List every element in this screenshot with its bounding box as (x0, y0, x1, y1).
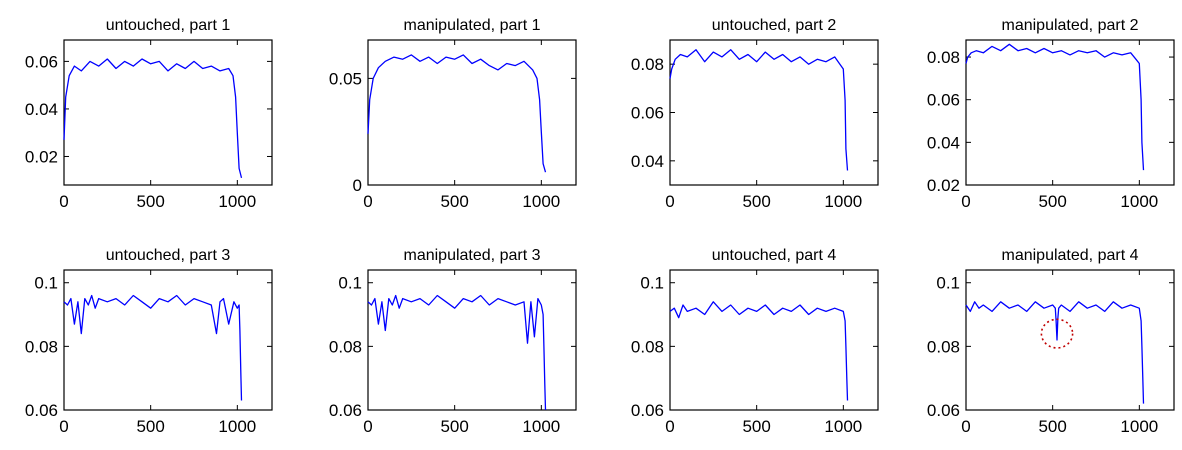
series-line (367, 54, 547, 173)
y-tick-label: 0.04 (927, 133, 960, 152)
x-tick-label: 0 (59, 417, 68, 436)
x-tick-label: 500 (440, 417, 468, 436)
axes-frame (367, 39, 577, 186)
y-tick-label: 0.08 (927, 48, 960, 67)
subplot-1: untouched, part 1 0 500 1000 0.02 0.04 0.06 (25, 17, 273, 211)
y-tick-label: 0.08 (329, 337, 362, 356)
x-tick-label: 1000 (824, 417, 862, 436)
y-tick-label: 0.06 (329, 401, 362, 420)
y-tick-label: 0.04 (631, 152, 664, 171)
y-tick-label: 0.06 (25, 401, 58, 420)
subplot-2: manipulated, part 1 0 500 1000 0 0.05 (329, 17, 577, 211)
subplot-8: manipulated, part 4 0 500 1000 0.06 0.08 0.1 (927, 247, 1175, 436)
x-tick-label: 500 (1038, 192, 1066, 211)
axes-frame (63, 39, 273, 186)
y-tick-label: 0.04 (25, 100, 58, 119)
subplot-3: untouched, part 2 0 500 1000 0.04 0.06 0.08 (631, 17, 879, 211)
axes-frame (367, 269, 577, 411)
subplot-title: untouched, part 3 (106, 247, 231, 264)
axes-frame (63, 269, 273, 411)
subplot-7: untouched, part 4 0 500 1000 0.06 0.08 0.1 (631, 247, 879, 436)
highlight-ellipse (1040, 318, 1074, 349)
y-tick-label: 0.02 (25, 147, 58, 166)
x-tick-label: 1000 (824, 192, 862, 211)
subplot-title: manipulated, part 2 (1002, 17, 1139, 34)
series-line (669, 301, 849, 401)
subplot-title: manipulated, part 4 (1002, 247, 1139, 264)
subplot-title: untouched, part 1 (106, 17, 231, 34)
subplot-title: untouched, part 4 (712, 247, 837, 264)
series-line (669, 49, 849, 171)
series-line (63, 58, 243, 179)
y-tick-label: 0.08 (25, 337, 58, 356)
x-tick-label: 1000 (1120, 417, 1158, 436)
series-line (965, 301, 1145, 404)
series-line (63, 294, 243, 401)
x-tick-label: 0 (961, 417, 970, 436)
y-tick-label: 0.05 (329, 69, 362, 88)
subplot-title: manipulated, part 1 (404, 17, 541, 34)
x-tick-label: 0 (363, 417, 372, 436)
y-tick-label: 0.1 (936, 274, 960, 293)
x-tick-label: 500 (1038, 417, 1066, 436)
y-tick-label: 0.06 (927, 91, 960, 110)
x-tick-label: 500 (136, 417, 164, 436)
x-tick-label: 500 (742, 417, 770, 436)
y-tick-label: 0 (353, 176, 362, 195)
axes-frame (669, 269, 879, 411)
y-tick-label: 0.02 (927, 176, 960, 195)
x-tick-label: 1000 (218, 417, 256, 436)
x-tick-label: 500 (440, 192, 468, 211)
x-tick-label: 1000 (1120, 192, 1158, 211)
y-tick-label: 0.1 (338, 274, 362, 293)
subplot-4: manipulated, part 2 0 500 1000 0.02 0.04 0.06 0… (927, 17, 1175, 211)
x-tick-label: 0 (59, 192, 68, 211)
x-tick-label: 0 (665, 192, 674, 211)
x-tick-label: 0 (363, 192, 372, 211)
x-tick-label: 1000 (218, 192, 256, 211)
y-tick-label: 0.1 (640, 274, 664, 293)
y-tick-label: 0.06 (927, 401, 960, 420)
subplot-5: untouched, part 3 0 500 1000 0.06 0.08 0.1 (25, 247, 273, 436)
y-tick-label: 0.1 (34, 274, 58, 293)
axes-frame (965, 269, 1175, 411)
x-tick-label: 500 (742, 192, 770, 211)
x-tick-label: 0 (665, 417, 674, 436)
y-tick-label: 0.06 (631, 401, 664, 420)
subplot-title: untouched, part 2 (712, 17, 837, 34)
x-tick-label: 1000 (522, 417, 560, 436)
y-tick-label: 0.08 (927, 337, 960, 356)
series-line (965, 43, 1145, 171)
y-tick-label: 0.08 (631, 55, 664, 74)
y-tick-label: 0.06 (631, 104, 664, 123)
series-line (367, 294, 547, 411)
x-tick-label: 500 (136, 192, 164, 211)
x-tick-label: 0 (961, 192, 970, 211)
axes-frame (669, 39, 879, 186)
y-tick-label: 0.06 (25, 52, 58, 71)
subplot-6: manipulated, part 3 0 500 1000 0.06 0.08 0.1 (329, 247, 577, 436)
x-tick-label: 1000 (522, 192, 560, 211)
subplot-title: manipulated, part 3 (404, 247, 541, 264)
y-tick-label: 0.08 (631, 337, 664, 356)
